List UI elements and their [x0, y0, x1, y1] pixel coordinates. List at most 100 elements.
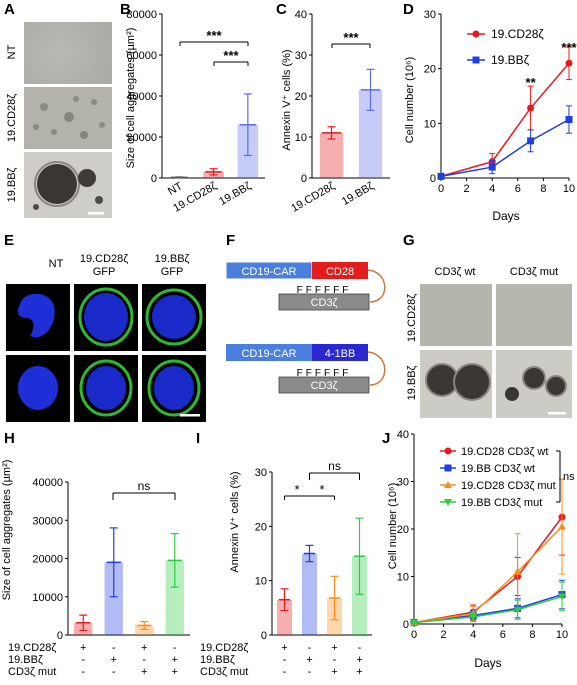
table-cell: -: [333, 654, 337, 666]
g-col-wt: CD3ζ wt: [434, 266, 476, 278]
series-line: [413, 526, 563, 624]
table-row-label: CD3ζ mut: [200, 666, 248, 678]
f-cd3-2: CD3ζ: [311, 380, 338, 392]
e-col-bb-b: GFP: [160, 266, 184, 278]
x-tick-label: 10: [563, 183, 575, 195]
y-tick-label: 0: [403, 619, 409, 631]
confocal-grid: [4, 284, 210, 424]
chart-h-ylabel: Size of cell aggregates (µm²): [1, 460, 13, 601]
x-tick-label: 0: [411, 629, 417, 641]
table-cell: -: [173, 642, 177, 654]
bar: [104, 562, 123, 635]
sig-label: **: [526, 75, 537, 90]
f-car-1: CD19-CAR: [241, 266, 296, 278]
sig-label: ns: [563, 471, 575, 483]
y-tick-label: 30: [424, 9, 436, 21]
y-tick-label: 40000: [32, 477, 63, 489]
f-cd28: CD28: [326, 266, 354, 278]
data-point: [437, 172, 445, 180]
table-cell: -: [283, 654, 287, 666]
y-tick-label: 10: [295, 132, 307, 144]
table-cell: +: [141, 642, 147, 654]
table-cell: +: [331, 666, 337, 678]
chart-c: Annexin V⁺ cells (%) 0 10 20 30 40 19.CD28ζ 19…: [281, 9, 390, 215]
f-car-2: CD19-CAR: [241, 348, 296, 360]
y-tick-label: 10: [424, 118, 436, 130]
y-tick-label: 0: [151, 173, 157, 185]
series-line: [413, 516, 563, 624]
y-tick-label: 0: [301, 173, 307, 185]
series-line: [413, 595, 563, 624]
table-cell: -: [308, 642, 312, 654]
series-line: [440, 62, 570, 178]
bar: [165, 560, 184, 635]
y-tick-label: 20: [397, 524, 409, 536]
table-cell: +: [141, 666, 147, 678]
panel-label-f: F: [226, 232, 236, 249]
sig-label: ***: [561, 40, 577, 55]
x-tick-label: 8: [529, 629, 535, 641]
g-row-cd28: 19.CD28ζ: [406, 293, 418, 343]
sig-label: *: [294, 482, 299, 497]
table-cell: +: [331, 642, 337, 654]
x-tick-label: 0: [438, 183, 444, 195]
data-point: [513, 567, 522, 575]
data-point: [488, 163, 496, 171]
y-tick-label: 20000: [32, 554, 63, 566]
chart-d: Cell number (10⁶) Days 0 10 20 30 0 2 4 6 8 10 19.…: [404, 9, 577, 223]
data-point: [527, 137, 535, 145]
chart-h: Size of cell aggregates (µm²) 0 10000 2000…: [1, 460, 190, 678]
table-cell: -: [283, 666, 287, 678]
x-tick-label: 19.BBζ: [340, 180, 376, 208]
x-tick-label: NT: [166, 180, 185, 198]
data-point: [565, 116, 573, 124]
table-cell: +: [111, 654, 117, 666]
data-point: [527, 104, 535, 112]
x-tick-label: 4: [489, 183, 495, 195]
chart-d-ylabel: Cell number (10⁶): [404, 57, 416, 143]
legend-marker: [444, 499, 452, 506]
y-tick-label: 10: [397, 572, 409, 584]
data-point: [558, 593, 566, 601]
panel-label-j: J: [382, 430, 391, 447]
y-tick-label: 40: [295, 9, 307, 21]
f-cd3-1: CD3ζ: [311, 297, 338, 309]
table-row-label: 19.CD28ζ: [200, 642, 248, 654]
x-tick-label: 2: [464, 183, 470, 195]
table-cell: +: [172, 654, 178, 666]
chart-j-xlabel: Days: [474, 656, 501, 670]
chart-b: Size of cell aggregates (µm²) 0 20000 4000…: [125, 9, 265, 215]
bar: [319, 132, 344, 178]
data-point: [558, 522, 566, 530]
panel-label-d: D: [403, 1, 414, 18]
y-tick-label: 0: [261, 630, 267, 642]
y-tick-label: 0: [57, 630, 63, 642]
sig-label: ns: [138, 479, 151, 493]
bar: [352, 556, 367, 635]
panel-label-h: H: [4, 430, 15, 447]
sig-label: ***: [223, 48, 239, 63]
table-cell: -: [81, 666, 85, 678]
y-tick-label: 20: [295, 91, 307, 103]
g-row-bb: 19.BBζ: [406, 365, 418, 401]
y-tick-label: 30: [295, 50, 307, 62]
table-cell: -: [308, 666, 312, 678]
table-cell: -: [358, 642, 362, 654]
chart-j: Cell number (10⁶) Days 0 10 20 30 40 0 2 4 6 8 10 1…: [387, 430, 575, 670]
table-cell: +: [356, 666, 362, 678]
y-tick-label: 20: [424, 64, 436, 76]
data-point: [565, 59, 573, 67]
legend-label: 19.CD28 CD3ζ mut: [461, 480, 556, 492]
table-cell: +: [281, 642, 287, 654]
chart-d-xlabel: Days: [492, 209, 519, 223]
chart-c-ylabel: Annexin V⁺ cells (%): [281, 49, 293, 150]
construct-diagram: CD19-CAR CD28 CD3ζ FFFFFF CD19-CAR 4-1BB…: [225, 261, 386, 394]
legend-marker: [444, 481, 452, 488]
micrograph-nt: [24, 22, 112, 84]
table-cell: -: [81, 654, 85, 666]
table-cell: +: [80, 642, 86, 654]
x-tick-label: 8: [540, 183, 546, 195]
table-row-label: 19.BBζ: [200, 654, 235, 666]
y-tick-label: 40: [397, 430, 409, 441]
table-cell: -: [112, 666, 116, 678]
